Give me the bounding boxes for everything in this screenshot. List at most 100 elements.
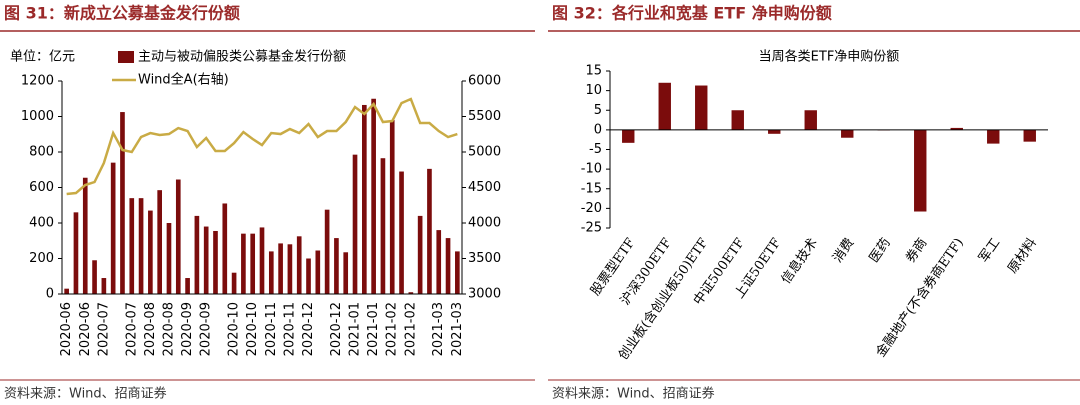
bar: [73, 212, 79, 294]
bar: [804, 110, 817, 130]
x-tick-label: 2020-10: [245, 302, 260, 356]
bar: [268, 251, 274, 294]
y-tick-label: 10: [585, 83, 602, 98]
x-tick-label: 原材料: [1005, 236, 1040, 277]
bar: [658, 82, 671, 130]
x-tick-label: 2020-08: [161, 302, 176, 356]
bar: [185, 278, 190, 294]
y-tick-label: 400: [29, 216, 54, 231]
y-tick-label: 15: [585, 64, 602, 79]
x-tick-label: 2020-09: [199, 302, 214, 356]
y-tick-label: 200: [29, 251, 54, 266]
x-tick-label: 2020-07: [96, 302, 111, 356]
x-tick-label: 军工: [976, 236, 1003, 266]
legend-label: Wind全A(右轴): [138, 72, 229, 88]
y2-tick-label: 3000: [468, 287, 501, 302]
bar: [731, 110, 744, 130]
bar: [427, 168, 432, 294]
x-tick-label: 券商: [902, 235, 930, 265]
bar: [417, 215, 423, 294]
bar: [129, 198, 135, 294]
y2-tick-label: 4000: [468, 216, 501, 231]
x-tick-label: 2021-02: [403, 302, 418, 356]
chart-subtitle: 当周各类ETF净申购份额: [759, 49, 900, 65]
bar: [334, 238, 339, 294]
bar: [222, 203, 228, 294]
bar: [362, 104, 367, 295]
bar: [389, 120, 395, 294]
bar: [157, 190, 162, 294]
bar: [343, 252, 349, 294]
bar: [987, 129, 1000, 144]
y-tick-label: -15: [581, 181, 602, 196]
bar: [371, 98, 376, 294]
chart-title: 图 32：各行业和宽基 ETF 净申购份额: [552, 4, 832, 23]
bar: [175, 179, 181, 294]
x-tick-label: 2020-09: [180, 302, 195, 356]
bar: [306, 258, 311, 294]
x-tick-label: 2021-03: [431, 302, 446, 356]
legend-label: 主动与被动偏股类公募基金发行份额: [138, 49, 346, 65]
y-tick-label: -20: [581, 201, 602, 216]
bar: [259, 227, 265, 294]
unit-label: 单位：亿元: [10, 50, 75, 65]
x-tick-label: 消费: [830, 236, 857, 266]
bar: [380, 158, 386, 294]
x-tick-label: 2020-06: [59, 302, 74, 356]
y-tick-label: -10: [581, 162, 602, 177]
y-tick-label: -5: [589, 142, 602, 157]
x-tick-label: 医药: [867, 236, 894, 266]
bar: [436, 230, 442, 294]
x-tick-label: 2020-08: [143, 302, 158, 356]
x-tick-label: 2021-01: [366, 302, 381, 356]
x-tick-label: 2020-11: [264, 302, 279, 356]
bar: [914, 129, 927, 212]
bar: [82, 177, 88, 294]
x-tick-label: 2020-12: [301, 302, 316, 356]
bar: [166, 223, 172, 294]
bar: [408, 292, 414, 294]
bar: [324, 209, 330, 294]
x-tick-label: 2021-01: [348, 302, 363, 356]
source: 资料来源：Wind、招商证券: [552, 386, 715, 402]
x-tick-label: 2020-11: [282, 302, 297, 356]
y-tick-label: 800: [29, 145, 54, 160]
bar: [296, 236, 302, 294]
y-tick-label: 0: [594, 122, 602, 137]
y-tick-label: 5: [594, 103, 602, 118]
bar: [250, 233, 256, 294]
x-tick-label: 信息技术: [778, 235, 821, 287]
bar: [352, 154, 358, 294]
bar: [841, 129, 854, 138]
x-tick-label: 2021-03: [450, 302, 465, 356]
y2-tick-label: 6000: [468, 74, 501, 89]
bar: [768, 129, 781, 134]
y-tick-label: 1200: [21, 74, 54, 89]
bar: [278, 243, 283, 294]
y2-tick-label: 3500: [468, 251, 501, 266]
bar: [110, 162, 116, 294]
bar: [203, 226, 209, 294]
y-tick-label: 600: [29, 180, 54, 195]
bar: [92, 260, 97, 294]
y-tick-label: -25: [581, 221, 602, 236]
x-tick-label: 2020-07: [124, 302, 139, 356]
bar: [445, 238, 451, 294]
y2-tick-label: 5000: [468, 145, 501, 160]
bar: [101, 278, 107, 294]
bar: [64, 288, 69, 294]
x-tick-label: 2020-06: [78, 302, 93, 356]
bar: [315, 250, 321, 294]
bar: [1023, 129, 1036, 142]
bar: [695, 85, 708, 130]
bar: [231, 272, 237, 294]
line: [66, 97, 458, 196]
y2-tick-label: 4500: [468, 180, 501, 195]
y2-tick-label: 5500: [468, 109, 501, 124]
y-tick-label: 1000: [21, 109, 54, 124]
bar: [950, 127, 963, 130]
source: 资料来源：Wind、招商证券: [4, 386, 167, 402]
bar: [194, 215, 200, 294]
x-tick-label: 2020-10: [227, 302, 242, 356]
